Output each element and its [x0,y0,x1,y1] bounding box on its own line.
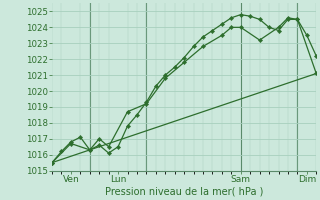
X-axis label: Pression niveau de la mer( hPa ): Pression niveau de la mer( hPa ) [105,187,263,197]
